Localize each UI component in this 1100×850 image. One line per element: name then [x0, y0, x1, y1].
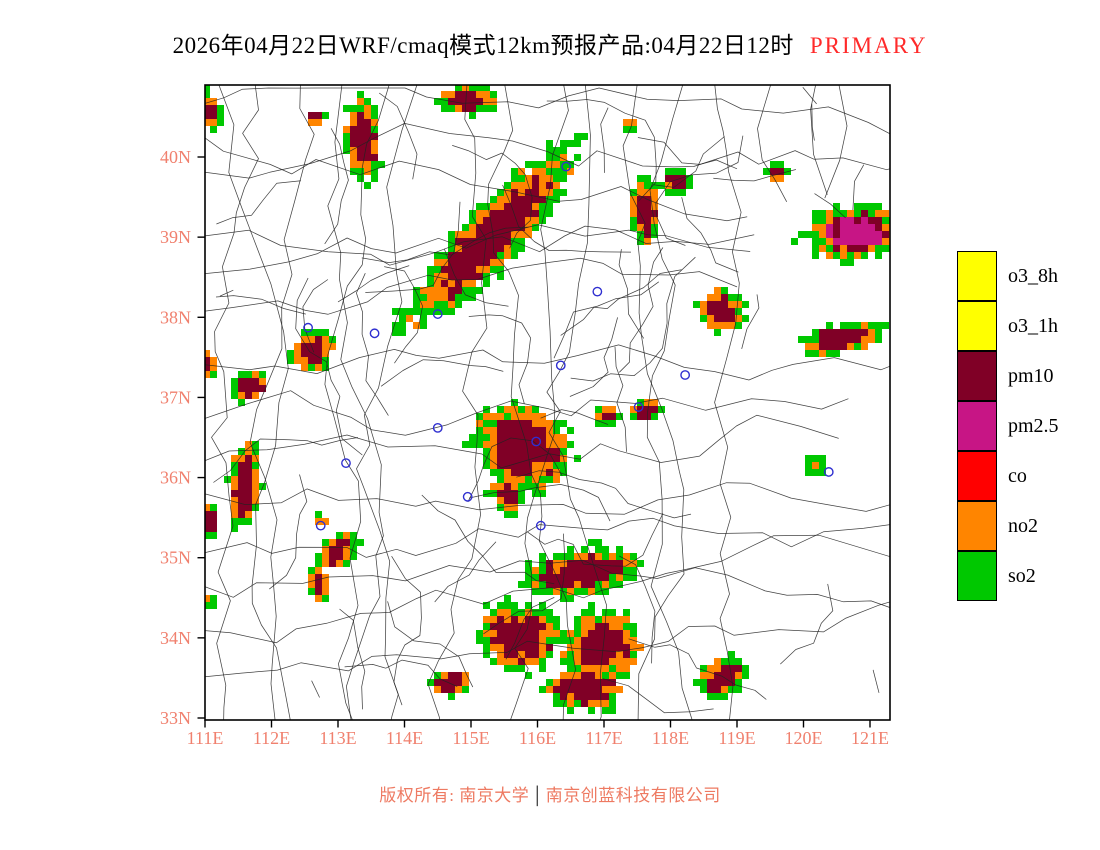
y-tick-label: 39N	[160, 227, 191, 247]
title-text: 2026年04月22日WRF/cmaq模式12km预报产品:04月22日12时	[172, 33, 794, 58]
x-tick-label: 111E	[187, 728, 224, 748]
x-tick-label: 115E	[452, 728, 489, 748]
legend-label: o3_8h	[1008, 264, 1058, 287]
y-tick-label: 33N	[160, 708, 191, 728]
legend-item-no2: no2	[957, 501, 1059, 551]
x-tick-label: 117E	[585, 728, 622, 748]
x-axis: 111E 112E 113E 114E 115E 116E 117E 118E 119E 120E…	[187, 720, 889, 748]
legend-item-so2: so2	[957, 551, 1059, 601]
x-tick-label: 116E	[519, 728, 556, 748]
legend-swatch-o3_1h	[957, 301, 997, 351]
station-circle	[823, 467, 834, 477]
x-tick-label: 113E	[319, 728, 356, 748]
legend-label: pm10	[1008, 364, 1054, 387]
station-circle	[462, 491, 473, 502]
footer-prefix: 版权所有: 南京大学	[379, 786, 530, 805]
station-circle	[432, 422, 443, 433]
legend-swatch-pm10	[957, 351, 997, 401]
legend-label: o3_1h	[1008, 314, 1058, 337]
y-tick-label: 38N	[160, 307, 191, 327]
y-tick-label: 34N	[160, 628, 191, 648]
x-tick-label: 121E	[851, 728, 889, 748]
title-primary-tag: PRIMARY	[809, 33, 928, 58]
x-tick-label: 114E	[386, 728, 423, 748]
legend-swatch-no2	[957, 501, 997, 551]
y-tick-label: 40N	[160, 147, 191, 167]
x-tick-label: 112E	[253, 728, 290, 748]
x-tick-label: 119E	[718, 728, 755, 748]
y-tick-label: 36N	[160, 468, 191, 488]
x-tick-label: 118E	[652, 728, 689, 748]
legend-item-pm10: pm10	[957, 351, 1059, 401]
county-boundaries	[205, 85, 890, 720]
page-title: 2026年04月22日WRF/cmaq模式12km预报产品:04月22日12时 P…	[0, 26, 1100, 60]
legend-item-co: co	[957, 451, 1059, 501]
legend-label: pm2.5	[1008, 414, 1059, 437]
legend-swatch-co	[957, 451, 997, 501]
legend-label: co	[1008, 464, 1027, 487]
station-circle	[680, 370, 691, 380]
station-circle	[341, 458, 351, 469]
pollution-blobs	[205, 85, 890, 714]
y-tick-label: 35N	[160, 548, 191, 568]
station-circle	[369, 328, 380, 339]
footer-separator: │	[531, 786, 544, 805]
footer-suffix: 南京创蓝科技有限公司	[545, 786, 721, 805]
station-circle	[592, 286, 603, 297]
station-circle	[555, 360, 566, 371]
pollutant-legend: o3_8h o3_1h pm10 pm2.5 co no2 so2	[957, 251, 1059, 601]
station-markers	[303, 161, 834, 531]
station-circle	[633, 402, 644, 412]
legend-item-o3_8h: o3_8h	[957, 251, 1059, 301]
legend-swatch-pm2.5	[957, 401, 997, 451]
station-circle	[561, 161, 571, 172]
legend-item-o3_1h: o3_1h	[957, 301, 1059, 351]
y-axis: 40N 39N 38N 37N 36N 35N 34N 33N	[160, 147, 205, 728]
station-circle	[303, 322, 313, 333]
legend-label: so2	[1008, 564, 1036, 587]
legend-swatch-so2	[957, 551, 997, 601]
copyright-footer: 版权所有: 南京大学 │ 南京创蓝科技有限公司	[0, 781, 1100, 806]
station-circle	[531, 436, 542, 447]
y-tick-label: 37N	[160, 387, 191, 407]
station-circle	[535, 520, 546, 531]
x-tick-label: 120E	[785, 728, 823, 748]
station-circle	[432, 309, 443, 319]
legend-swatch-o3_8h	[957, 251, 997, 301]
legend-label: no2	[1008, 514, 1038, 537]
map-frame	[204, 84, 891, 721]
legend-item-pm2.5: pm2.5	[957, 401, 1059, 451]
station-circle	[315, 520, 326, 531]
